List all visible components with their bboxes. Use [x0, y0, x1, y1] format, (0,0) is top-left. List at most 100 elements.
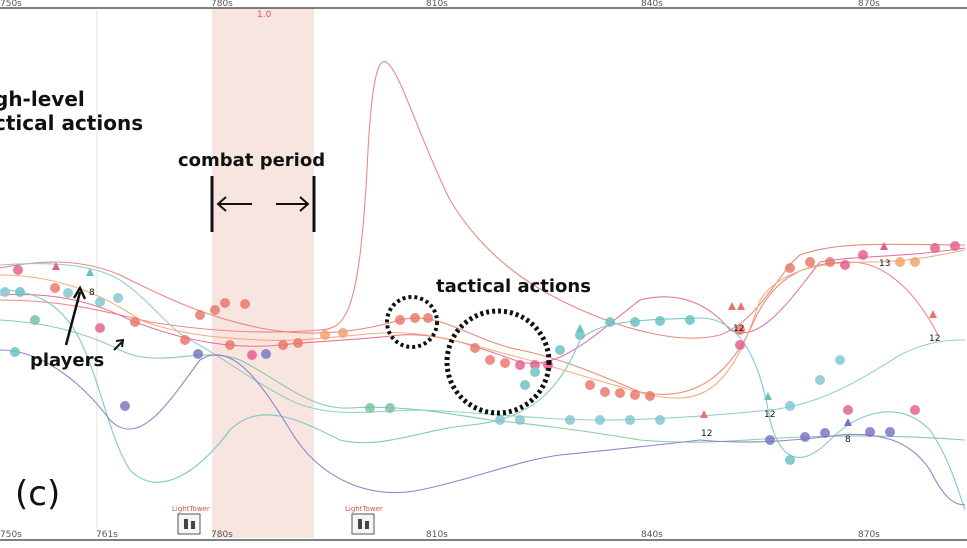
player-dot[interactable]	[575, 330, 585, 340]
lighttower-icon[interactable]	[351, 513, 375, 535]
player-dot[interactable]	[120, 401, 130, 411]
player-dot[interactable]	[220, 298, 230, 308]
player-dot[interactable]	[825, 257, 835, 267]
player-dot[interactable]	[385, 403, 395, 413]
player-dot[interactable]	[865, 427, 875, 437]
player-dot[interactable]	[520, 380, 530, 390]
player-dot[interactable]	[843, 405, 853, 415]
player-dot[interactable]	[515, 360, 525, 370]
player-dot[interactable]	[785, 401, 795, 411]
trajectory-orange[interactable]	[0, 249, 966, 399]
action-marker-icon[interactable]	[844, 418, 852, 426]
trajectory-purple[interactable]	[0, 349, 966, 506]
player-dot[interactable]	[485, 355, 495, 365]
player-dot[interactable]	[565, 415, 575, 425]
player-dot[interactable]	[805, 257, 815, 267]
player-dots[interactable]	[0, 241, 960, 465]
player-dot[interactable]	[735, 340, 745, 350]
player-dot[interactable]	[95, 297, 105, 307]
player-dot[interactable]	[800, 432, 810, 442]
player-dot[interactable]	[910, 405, 920, 415]
player-dot[interactable]	[50, 283, 60, 293]
trajectory-red-peak[interactable]	[0, 61, 966, 339]
player-dot[interactable]	[63, 288, 73, 298]
player-dot[interactable]	[0, 287, 10, 297]
player-dot[interactable]	[735, 325, 745, 335]
player-dot[interactable]	[655, 415, 665, 425]
player-dot[interactable]	[338, 328, 348, 338]
action-marker-icon[interactable]	[929, 310, 937, 318]
player-dot[interactable]	[515, 415, 525, 425]
player-dot[interactable]	[630, 390, 640, 400]
action-marker-icon[interactable]	[700, 410, 708, 418]
player-dot[interactable]	[470, 343, 480, 353]
player-dot[interactable]	[247, 350, 257, 360]
combat-period-band[interactable]	[212, 8, 314, 538]
tactical-action-highlight-large[interactable]	[444, 308, 552, 416]
player-dot[interactable]	[423, 313, 433, 323]
player-dot[interactable]	[785, 455, 795, 465]
player-dot[interactable]	[655, 316, 665, 326]
player-dot[interactable]	[765, 435, 775, 445]
lighttower-marker-2[interactable]: LightTower	[345, 505, 383, 535]
player-dot[interactable]	[895, 257, 905, 267]
player-dot[interactable]	[365, 403, 375, 413]
action-marker-icon[interactable]	[86, 268, 94, 276]
player-dot[interactable]	[835, 355, 845, 365]
player-dot[interactable]	[495, 415, 505, 425]
action-marker-icon[interactable]	[52, 262, 60, 270]
player-dot[interactable]	[278, 340, 288, 350]
action-marker-icon[interactable]	[728, 302, 736, 310]
player-dot[interactable]	[293, 338, 303, 348]
lighttower-icon[interactable]	[177, 513, 201, 535]
player-dot[interactable]	[320, 330, 330, 340]
player-dot[interactable]	[261, 349, 271, 359]
player-dot[interactable]	[630, 317, 640, 327]
player-dot[interactable]	[193, 349, 203, 359]
player-dot[interactable]	[225, 340, 235, 350]
trajectory-green[interactable]	[0, 319, 966, 443]
player-dot[interactable]	[815, 375, 825, 385]
player-dot[interactable]	[410, 313, 420, 323]
player-dot[interactable]	[113, 293, 123, 303]
player-dot[interactable]	[930, 243, 940, 253]
player-dot[interactable]	[885, 427, 895, 437]
player-dot[interactable]	[210, 305, 220, 315]
player-dot[interactable]	[820, 428, 830, 438]
action-marker-icon[interactable]	[737, 302, 745, 310]
trajectory-teal[interactable]	[0, 289, 966, 511]
player-dot[interactable]	[595, 415, 605, 425]
player-dot[interactable]	[180, 335, 190, 345]
player-dot[interactable]	[645, 391, 655, 401]
player-dot[interactable]	[615, 388, 625, 398]
player-dot[interactable]	[555, 345, 565, 355]
action-marker-icon[interactable]	[880, 242, 888, 250]
player-dot[interactable]	[600, 387, 610, 397]
player-dot[interactable]	[500, 358, 510, 368]
player-dot[interactable]	[685, 315, 695, 325]
player-dot[interactable]	[10, 347, 20, 357]
player-dot[interactable]	[530, 360, 540, 370]
player-dot[interactable]	[858, 250, 868, 260]
player-dot[interactable]	[605, 317, 615, 327]
trajectory-cyan[interactable]	[0, 262, 966, 421]
player-dot[interactable]	[785, 263, 795, 273]
action-marker-icon[interactable]	[576, 324, 584, 332]
action-marker-icon[interactable]	[764, 392, 772, 400]
player-dot[interactable]	[13, 265, 23, 275]
player-dot[interactable]	[30, 315, 40, 325]
player-dot[interactable]	[395, 315, 405, 325]
player-dot[interactable]	[130, 317, 140, 327]
player-dot[interactable]	[530, 367, 540, 377]
action-markers[interactable]	[52, 242, 937, 426]
player-dot[interactable]	[910, 257, 920, 267]
player-dot[interactable]	[240, 299, 250, 309]
lighttower-marker-1[interactable]: LightTower	[172, 505, 210, 535]
player-dot[interactable]	[840, 260, 850, 270]
player-dot[interactable]	[95, 323, 105, 333]
player-dot[interactable]	[625, 415, 635, 425]
player-dot[interactable]	[585, 380, 595, 390]
player-dot[interactable]	[950, 241, 960, 251]
player-dot[interactable]	[15, 287, 25, 297]
player-dot[interactable]	[195, 310, 205, 320]
